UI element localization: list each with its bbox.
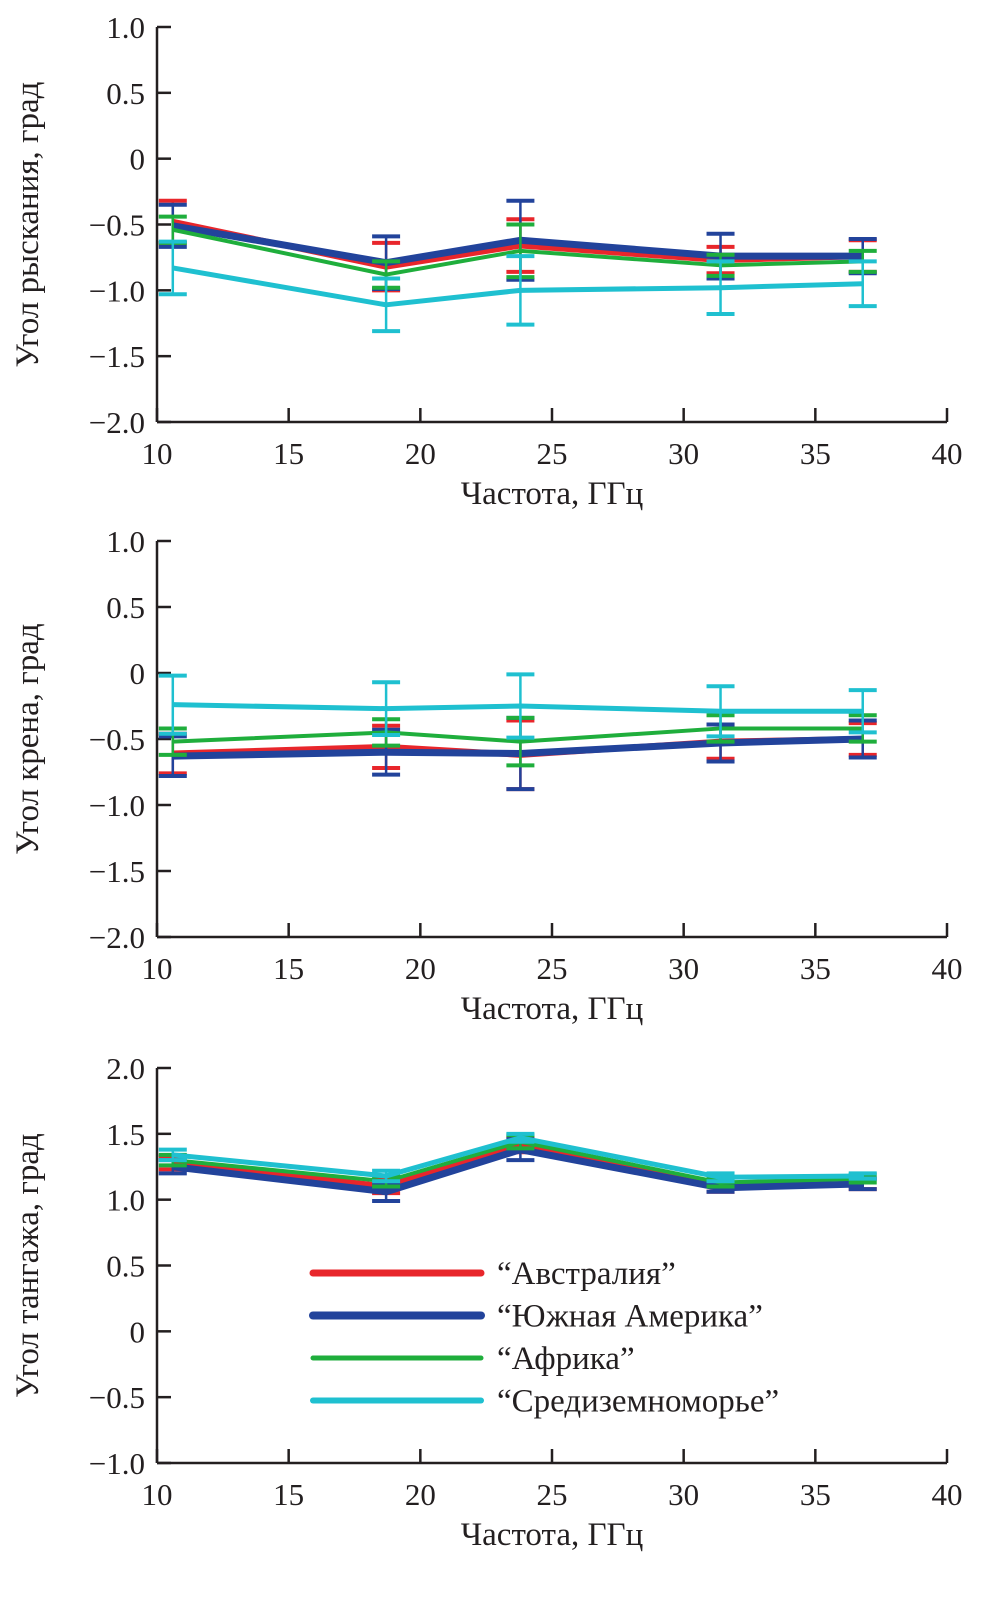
x-tick-label: 10 (142, 1477, 173, 1512)
y-tick-label: 0.5 (106, 590, 145, 625)
x-tick-label: 25 (537, 951, 568, 986)
legend-label: “Африка” (497, 1341, 635, 1377)
x-tick-label: 35 (800, 951, 831, 986)
y-tick-label: 1.0 (106, 10, 145, 45)
x-tick-label: 30 (668, 436, 699, 471)
x-tick-label: 40 (932, 436, 963, 471)
subplot-3: 10 15 20 25 30 35 40 2.0 1.5 1.0 0.5 0 −0.5 −1.0 Часто… (10, 1051, 963, 1553)
y-tick-label: −1.5 (89, 854, 145, 889)
y-tick-label: 0 (130, 656, 146, 691)
y-axis-label: Угол тангажа, град (10, 1133, 46, 1398)
series-3 (158, 214, 877, 290)
x-tick-label: 30 (668, 1477, 699, 1512)
y-tick-label: 1.5 (106, 1117, 145, 1152)
x-tick-label: 15 (273, 951, 304, 986)
y-tick-label: −0.5 (89, 1380, 145, 1415)
y-tick-label: −2.0 (89, 920, 145, 955)
x-tick-label: 35 (800, 436, 831, 471)
y-tick-label: −1.0 (89, 788, 145, 823)
series-4 (158, 1131, 877, 1184)
y-axis-label: Угол крена, град (10, 623, 46, 855)
x-tick-label: 10 (142, 436, 173, 471)
x-tick-label: 35 (800, 1477, 831, 1512)
x-tick-label: 15 (273, 1477, 304, 1512)
x-tick-label: 10 (142, 951, 173, 986)
y-tick-label: −1.0 (89, 1446, 145, 1481)
series-line (172, 227, 863, 277)
x-tick-label: 20 (405, 951, 436, 986)
series-4 (158, 672, 877, 740)
series-4 (158, 239, 877, 334)
y-tick-label: 0.5 (106, 1249, 145, 1284)
x-tick-label: 40 (932, 1477, 963, 1512)
y-tick-label: 0.5 (106, 76, 145, 111)
x-tick-label: 30 (668, 951, 699, 986)
x-tick-label: 40 (932, 951, 963, 986)
x-tick-label: 25 (537, 1477, 568, 1512)
x-axis-label: Частота, ГГц (461, 476, 644, 512)
y-tick-label: 0 (130, 1314, 146, 1349)
legend-label: “Средиземноморье” (497, 1384, 779, 1420)
y-tick-label: 1.0 (106, 1183, 145, 1218)
x-tick-label: 20 (405, 1477, 436, 1512)
y-tick-label: −1.0 (89, 273, 145, 308)
x-tick-label: 25 (537, 436, 568, 471)
y-tick-label: −2.0 (89, 405, 145, 440)
x-axis-label: Частота, ГГц (461, 1517, 644, 1553)
y-tick-label: 0 (130, 142, 146, 177)
legend-label: “Южная Америка” (497, 1299, 763, 1335)
y-axis-label: Угол рыскания, град (10, 81, 46, 367)
y-tick-label: −0.5 (89, 722, 145, 757)
subplot-1: 10 15 20 25 30 35 40 1.0 0.5 0 −0.5 −1.0 −1.5 −2.0 Час… (10, 10, 963, 512)
legend: “Австралия” “Южная Америка” “Африка” “Среди… (309, 1256, 779, 1420)
legend-label: “Австралия” (497, 1256, 676, 1292)
y-tick-label: −1.5 (89, 339, 145, 374)
x-tick-label: 15 (273, 436, 304, 471)
y-tick-label: −0.5 (89, 208, 145, 243)
x-tick-label: 20 (405, 436, 436, 471)
x-axis-label: Частота, ГГц (461, 991, 644, 1027)
y-tick-label: 1.0 (106, 524, 145, 559)
series-line (172, 702, 863, 714)
y-tick-label: 2.0 (106, 1051, 145, 1086)
subplot-2: 10 15 20 25 30 35 40 1.0 0.5 0 −0.5 −1.0 −1.5 −2.0 Час… (10, 524, 963, 1027)
